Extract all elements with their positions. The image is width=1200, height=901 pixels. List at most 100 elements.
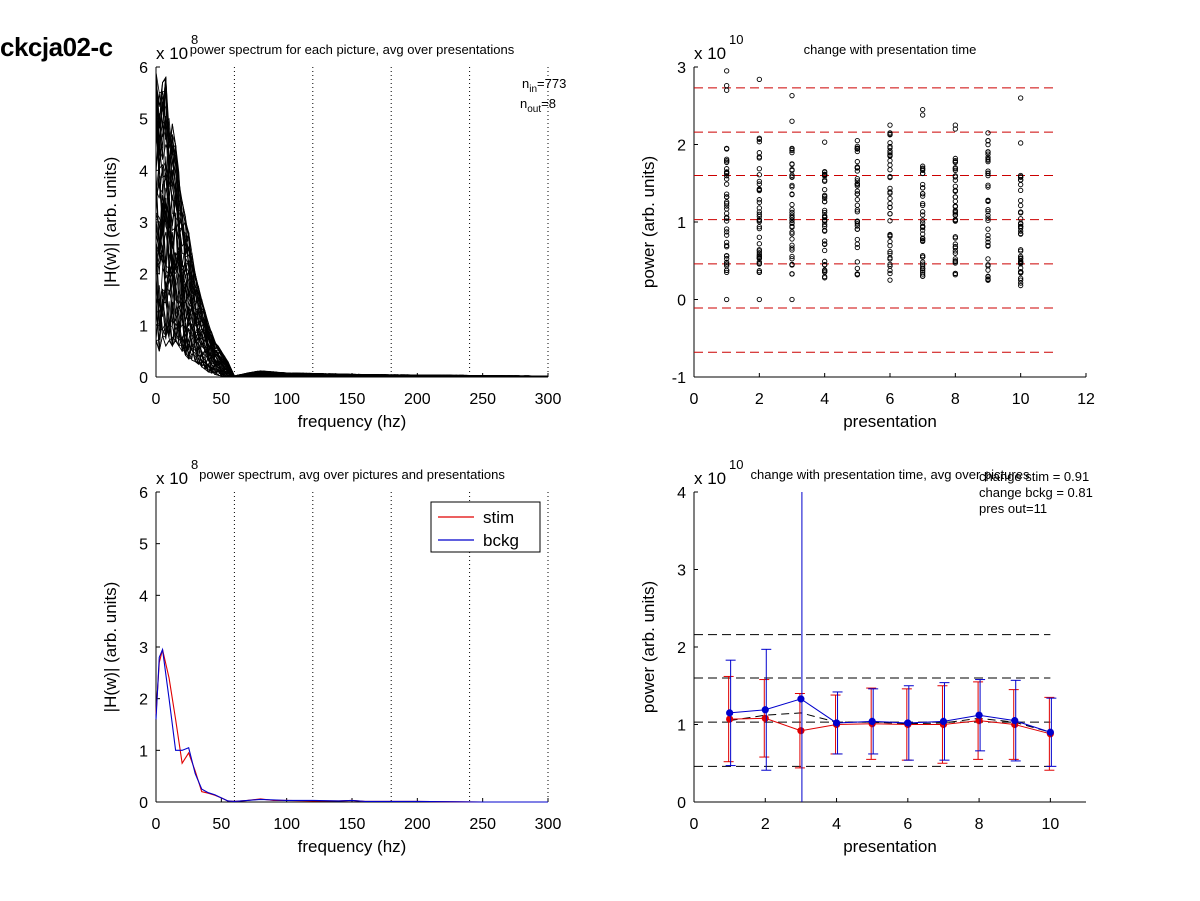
data-point	[920, 220, 926, 226]
axis-exponent: 8	[191, 457, 198, 472]
x-tick-label: 0	[690, 391, 699, 408]
data-point	[887, 267, 893, 274]
data-point	[854, 165, 860, 171]
data-point	[724, 201, 730, 207]
data-point	[822, 241, 828, 248]
data-point	[724, 259, 730, 265]
series-marker-bckg	[868, 717, 876, 726]
x-tick-label: 150	[339, 816, 366, 833]
outlier-point	[887, 122, 893, 128]
data-point	[756, 199, 762, 206]
annotation-1: change bckg = 0.81	[979, 485, 1093, 500]
data-point	[756, 268, 762, 274]
x-axis-label: presentation	[843, 837, 937, 856]
data-point	[920, 193, 926, 199]
data-point	[822, 171, 828, 177]
data-point	[789, 184, 795, 190]
data-point	[920, 273, 926, 279]
outlier-point	[952, 122, 958, 128]
outlier-point	[789, 93, 795, 99]
data-point	[854, 183, 860, 189]
series-line-stim	[155, 649, 548, 803]
data-point	[822, 269, 828, 275]
series-marker-bckg	[1046, 728, 1054, 736]
data-point	[887, 152, 893, 159]
x-tick-label: 12	[1077, 391, 1095, 408]
data-point	[789, 229, 795, 235]
spectrum-line	[155, 124, 549, 377]
data-point	[952, 155, 958, 162]
legend: stim bckg	[430, 501, 541, 553]
x-tick-label: 0	[152, 391, 161, 408]
y-tick-label: 5	[139, 537, 148, 554]
data-point	[789, 236, 795, 242]
data-point	[756, 139, 762, 145]
y-tick-label: 1	[677, 215, 686, 232]
x-tick-label: 2	[761, 816, 770, 833]
data-point	[920, 191, 926, 197]
data-point	[756, 259, 762, 265]
data-point	[985, 232, 991, 239]
data-point	[724, 210, 730, 217]
data-point	[985, 172, 991, 179]
legend-box	[430, 501, 541, 553]
series-marker-stim	[761, 714, 769, 722]
data-point	[724, 181, 730, 187]
data-point	[952, 250, 958, 256]
data-point	[756, 150, 762, 156]
data-point	[1018, 198, 1024, 204]
data-point	[756, 135, 762, 141]
data-point	[854, 188, 860, 194]
data-point	[854, 244, 860, 251]
spectrum-line	[155, 96, 549, 377]
spectrum-line	[155, 76, 549, 377]
data-point	[887, 132, 893, 138]
data-point	[952, 198, 958, 204]
data-point	[1018, 202, 1024, 209]
data-point	[887, 189, 893, 195]
data-point	[724, 229, 730, 235]
data-point	[789, 212, 795, 218]
outlier-point	[822, 139, 828, 145]
data-point	[724, 255, 730, 262]
series-marker-bckg	[761, 706, 769, 714]
data-point	[985, 263, 991, 269]
y-tick-label: 2	[139, 267, 148, 284]
outlier-point	[756, 76, 762, 83]
data-point	[920, 271, 926, 277]
y-tick-label: 4	[677, 485, 686, 502]
data-point	[756, 154, 762, 160]
data-point	[887, 277, 893, 283]
data-point	[854, 265, 860, 272]
outlier-point	[1018, 140, 1024, 146]
data-point	[789, 242, 795, 248]
series-marker-bckg	[832, 719, 841, 727]
y-tick-label: 6	[139, 485, 148, 502]
data-point	[1018, 275, 1024, 281]
data-point	[822, 187, 828, 193]
data-point	[756, 255, 762, 261]
data-point	[985, 170, 991, 177]
data-point	[756, 172, 762, 178]
data-point	[822, 238, 828, 244]
outlier-point	[724, 87, 730, 93]
chart-panel-tl: 0 50 100 150 200 250 300 0 1 2 3 4 5 6 frequency (hz) |…	[101, 32, 566, 431]
data-point	[854, 207, 860, 213]
data-point	[952, 234, 958, 240]
data-point	[952, 272, 958, 278]
data-point	[920, 166, 926, 172]
data-point	[887, 231, 893, 238]
data-point	[789, 217, 795, 223]
data-point	[887, 195, 893, 202]
spectrum-line	[155, 77, 549, 377]
annotation-0: change stim = 0.91	[979, 469, 1089, 484]
data-point	[920, 259, 926, 265]
data-point	[756, 241, 762, 247]
data-point	[920, 212, 926, 218]
data-point	[1018, 231, 1024, 237]
panel-title: change with presentation time, avg over …	[751, 467, 1030, 482]
x-tick-label: 250	[469, 391, 496, 408]
x-tick-label: 4	[832, 816, 841, 833]
axis-multiplier: x 10	[156, 469, 188, 488]
